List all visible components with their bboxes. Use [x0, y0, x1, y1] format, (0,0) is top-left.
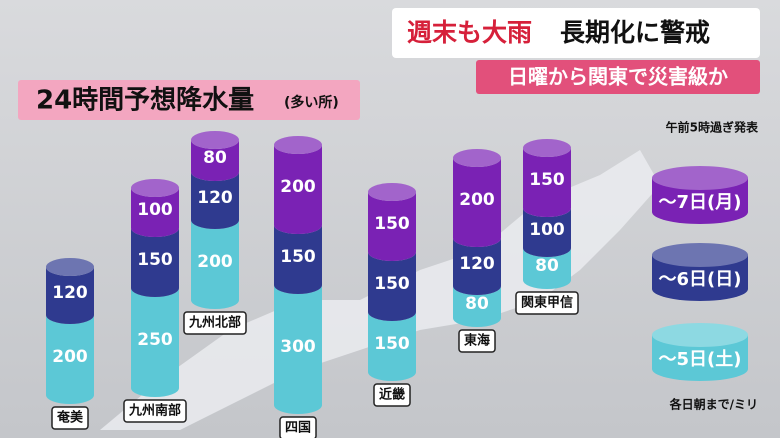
value-label: 150: [280, 247, 316, 267]
cylinder-segment: [368, 252, 416, 321]
value-label: 150: [374, 214, 410, 234]
cylinder-segment: [523, 148, 571, 217]
category-label: 奄美: [56, 410, 84, 426]
category-label: 関東甲信: [521, 295, 573, 311]
value-label: 100: [137, 200, 173, 220]
cylinder-segment: [368, 192, 416, 261]
category-box: [515, 291, 579, 315]
legend-label: ～7日(月): [659, 192, 742, 213]
cylinder-segment: [131, 228, 179, 297]
cylinder-segment: [46, 267, 94, 324]
cylinder-segment: [523, 208, 571, 257]
legend-cylinder: [652, 255, 748, 301]
value-label: 80: [535, 256, 559, 276]
legend-cap: [652, 166, 748, 190]
value-label: 200: [280, 177, 316, 197]
cylinder-cap: [46, 258, 94, 276]
headline-red: 週末も大雨: [407, 18, 532, 47]
chart-subtitle: (多い所): [284, 94, 339, 111]
cylinder-segment: [131, 288, 179, 397]
cylinder-segment: [368, 312, 416, 381]
category-label: 九州南部: [128, 403, 181, 419]
cylinder-segment: [274, 225, 322, 294]
category-box: [373, 383, 411, 407]
cylinder-segment: [274, 285, 322, 414]
headline: 長期化に警戒: [560, 18, 710, 47]
headline-box: [392, 8, 760, 58]
value-label: 120: [197, 188, 233, 208]
cylinder-segment: [191, 172, 239, 229]
issued-note: 午前5時過ぎ発表: [666, 120, 759, 135]
category-box: [183, 311, 247, 335]
legend-cylinder: [652, 178, 748, 224]
value-label: 80: [465, 294, 489, 314]
cylinder-segment: [453, 238, 501, 295]
category-label: 東海: [464, 333, 490, 349]
cylinder-cap: [274, 136, 322, 154]
legend-label: ～6日(日): [659, 269, 742, 290]
value-label: 80: [203, 148, 227, 168]
value-label: 250: [137, 330, 173, 350]
category-box: [279, 416, 317, 438]
category-label: 四国: [285, 421, 311, 436]
value-label: 150: [137, 250, 173, 270]
cylinder-segment: [191, 140, 239, 181]
cylinder-segment: [274, 145, 322, 234]
legend-label: ～5日(土): [659, 349, 742, 370]
cylinder-cap: [523, 139, 571, 157]
value-label: 200: [459, 190, 495, 210]
value-label: 150: [374, 274, 410, 294]
legend-cap: [652, 323, 748, 347]
legend-cylinder: [652, 335, 748, 381]
category-box: [51, 406, 89, 430]
unit-note: 各日朝まで/ミリ: [669, 397, 758, 412]
category-label: 近畿: [379, 387, 405, 403]
value-label: 200: [197, 252, 233, 272]
cylinder-segment: [131, 188, 179, 237]
value-label: 120: [459, 254, 495, 274]
banner: 日曜から関東で災害級か: [508, 65, 728, 89]
value-label: 150: [529, 170, 565, 190]
cylinder-segment: [46, 315, 94, 404]
cylinder-segment: [523, 248, 571, 289]
chart-title: 24時間予想降水量: [36, 86, 254, 116]
cylinder-segment: [453, 158, 501, 247]
value-label: 100: [529, 220, 565, 240]
value-label: 120: [52, 283, 88, 303]
category-box: [123, 399, 187, 423]
category-box: [458, 329, 496, 353]
value-label: 200: [52, 347, 88, 367]
legend-cap: [652, 243, 748, 267]
cylinder-cap: [191, 131, 239, 149]
banner-box: [476, 60, 760, 94]
cylinder-cap: [131, 179, 179, 197]
cylinder-segment: [191, 220, 239, 309]
cylinder-cap: [453, 149, 501, 167]
title-box: [18, 80, 360, 120]
value-label: 150: [374, 334, 410, 354]
category-label: 九州北部: [188, 315, 241, 331]
cylinder-segment: [453, 286, 501, 327]
cylinder-cap: [368, 183, 416, 201]
value-label: 300: [280, 337, 316, 357]
